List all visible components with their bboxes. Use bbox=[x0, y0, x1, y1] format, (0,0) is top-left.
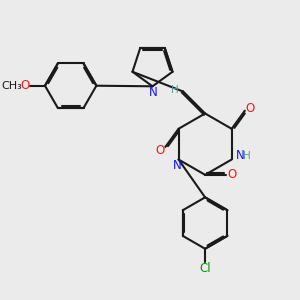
Text: O: O bbox=[20, 79, 30, 92]
Text: CH₃: CH₃ bbox=[2, 81, 22, 91]
Text: H: H bbox=[243, 151, 251, 161]
Text: H: H bbox=[171, 85, 179, 95]
Text: N: N bbox=[236, 149, 244, 163]
Text: Cl: Cl bbox=[199, 262, 211, 275]
Text: O: O bbox=[155, 144, 165, 157]
Text: O: O bbox=[245, 102, 255, 115]
Text: O: O bbox=[227, 168, 237, 181]
Text: N: N bbox=[173, 159, 182, 172]
Text: N: N bbox=[149, 86, 158, 99]
